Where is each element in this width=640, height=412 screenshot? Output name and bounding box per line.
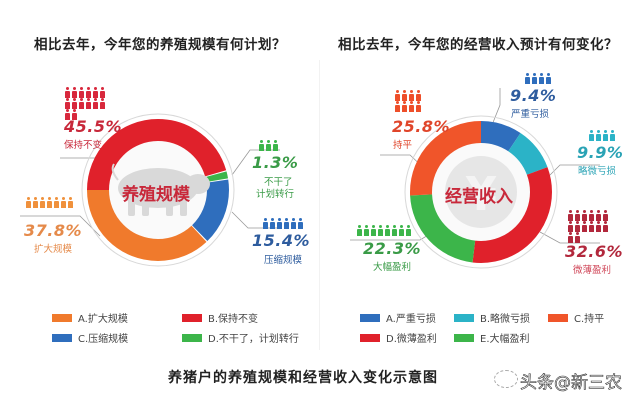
right-label-c: 持平 (393, 140, 413, 151)
people-icon-group-r-b (588, 130, 618, 141)
people-icon-group-r-e (356, 225, 416, 236)
left-pct-a: 37.8% (24, 221, 83, 240)
legend-swatch (52, 313, 72, 322)
legend-item: C.持平 (548, 310, 628, 325)
left-label-b: 保持不变 (64, 140, 103, 151)
left-chart-title: 相比去年，今年您的养殖规模有何计划？ (34, 37, 286, 53)
pig-icon (111, 163, 210, 216)
legend-item: A.严重亏损 (360, 310, 454, 325)
legend-swatch (454, 313, 474, 322)
legend-item: A.扩大规模 (52, 310, 152, 325)
left-label-c: 压缩规模 (264, 255, 303, 266)
legend-swatch (182, 313, 202, 322)
right-pct-e: 22.3% (363, 239, 422, 258)
legend-item: D.微薄盈利 (360, 330, 454, 345)
people-icon-group-r-d (567, 210, 615, 243)
people-icon-group-r-c (394, 90, 426, 112)
legend-swatch (360, 313, 380, 322)
right-label-d: 微薄盈利 (573, 265, 612, 276)
left-pct-d: 1.3% (252, 153, 299, 172)
left-label-a: 扩大规模 (34, 244, 73, 255)
legend-swatch (52, 333, 72, 342)
legend-swatch (454, 333, 474, 342)
left-label-d2: 计划转行 (256, 189, 295, 200)
yuan-icon: ¥ (465, 167, 497, 221)
right-chart-title: 相比去年，今年您的经营收入预计有何变化？ (338, 37, 618, 53)
legend-swatch (360, 333, 380, 342)
right-label-e: 大幅盈利 (373, 262, 412, 273)
right-label-b: 略微亏损 (578, 166, 617, 177)
left-legend: A.扩大规模 B.保持不变 C.压缩规模 D.不干了，计划转行 (52, 310, 302, 345)
right-legend: A.严重亏损 B.略微亏损 C.持平 D.微薄盈利 E.大幅盈利 (360, 310, 628, 345)
watermark-text: 头条@新三农 (520, 373, 623, 394)
people-icon-group-r-a (524, 73, 554, 84)
people-icon-group-c (262, 218, 312, 229)
right-pct-d: 32.6% (565, 242, 624, 261)
watermark-logo-icon (494, 370, 518, 388)
legend-item: B.略微亏损 (454, 310, 548, 325)
right-center-label: 经营收入 (445, 187, 513, 207)
legend-item: C.压缩规模 (52, 330, 152, 345)
legend-item: B.保持不变 (182, 310, 302, 325)
right-pct-c: 25.8% (392, 117, 451, 136)
legend-swatch (548, 313, 568, 322)
left-pct-c: 15.4% (252, 231, 311, 250)
figure-caption: 养猪户的养殖规模和经营收入变化示意图 (168, 370, 438, 386)
left-label-d1: 不干了 (264, 177, 293, 188)
people-icon-group-a (25, 197, 75, 208)
right-label-a: 严重亏损 (511, 109, 550, 120)
right-pct-a: 9.4% (510, 86, 557, 105)
people-icon-group-b (64, 87, 112, 120)
legend-item: E.大幅盈利 (454, 330, 548, 345)
left-center-label: 养殖规模 (122, 185, 190, 205)
left-pct-b: 45.5% (64, 117, 123, 136)
legend-item: D.不干了，计划转行 (182, 330, 302, 345)
right-pct-b: 9.9% (577, 143, 624, 162)
legend-swatch (182, 333, 202, 342)
panel-divider (319, 60, 320, 350)
people-icon-group-d (258, 140, 282, 151)
